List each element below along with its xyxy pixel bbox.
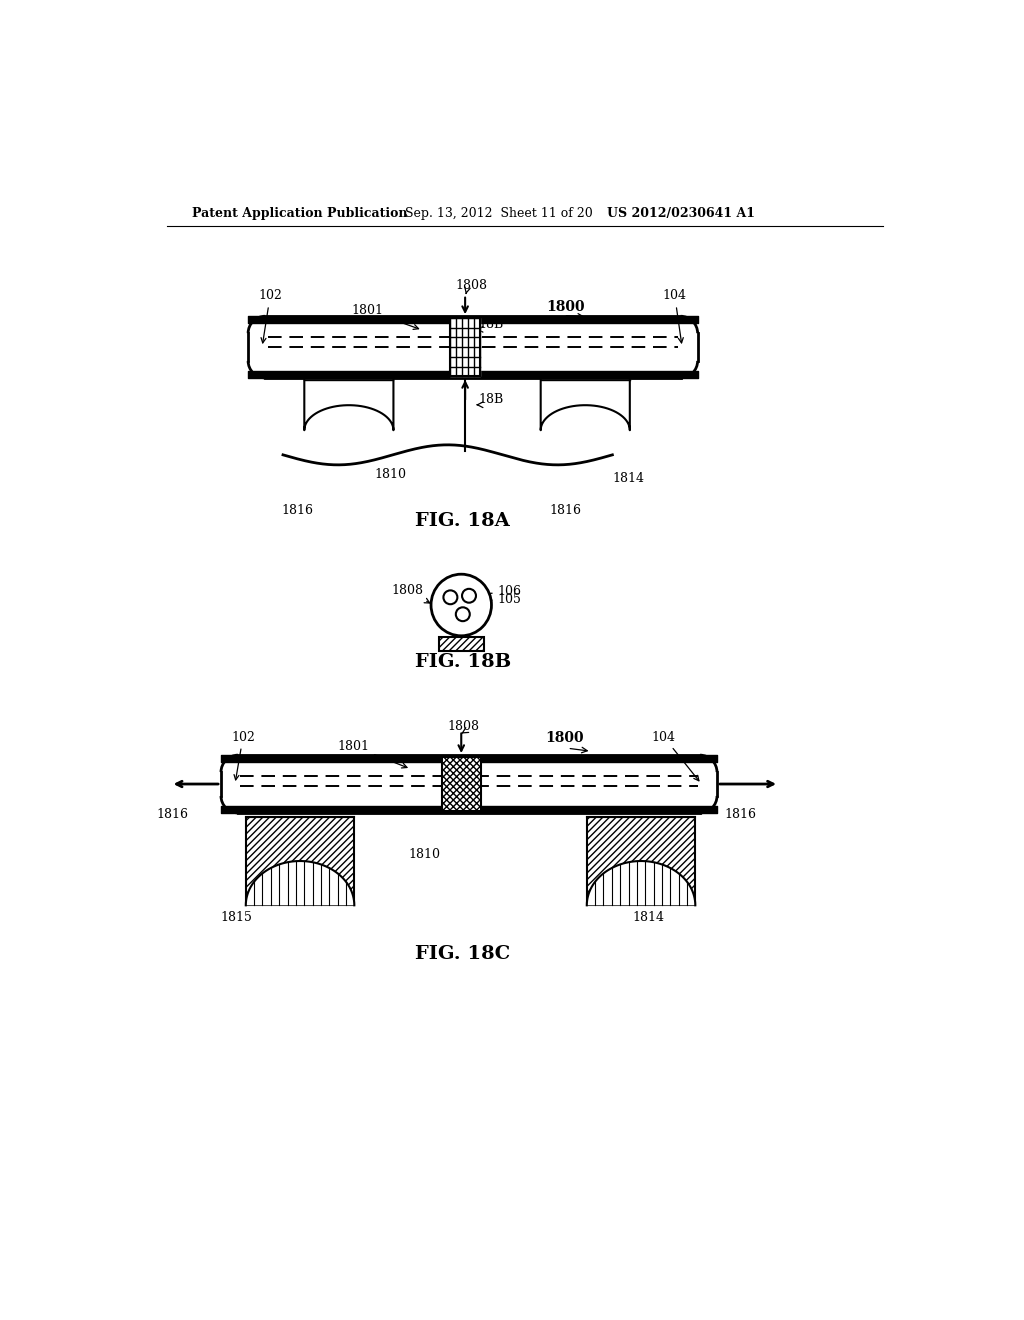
Text: 18B: 18B [478, 393, 504, 407]
Polygon shape [541, 380, 630, 430]
Polygon shape [246, 861, 354, 906]
Text: Sep. 13, 2012  Sheet 11 of 20: Sep. 13, 2012 Sheet 11 of 20 [406, 207, 593, 220]
Polygon shape [221, 755, 717, 813]
Text: 1801: 1801 [351, 304, 419, 330]
Text: 1816: 1816 [550, 504, 582, 517]
Text: 105: 105 [473, 594, 521, 606]
Text: 18B: 18B [478, 318, 504, 331]
Text: 1810: 1810 [409, 847, 440, 861]
Text: 1800: 1800 [547, 300, 585, 314]
Ellipse shape [431, 574, 492, 636]
Bar [246, 817, 354, 906]
Text: 1808: 1808 [455, 280, 487, 292]
Text: Patent Application Publication: Patent Application Publication [191, 207, 408, 220]
Text: 1800: 1800 [545, 731, 584, 744]
Polygon shape [587, 861, 695, 906]
Text: 1801: 1801 [337, 739, 407, 768]
Text: 1816: 1816 [281, 504, 313, 517]
Bar [587, 817, 695, 906]
Text: 1808: 1808 [447, 719, 479, 733]
Text: 104: 104 [663, 289, 687, 343]
Bar [438, 638, 483, 651]
Text: FIG. 18B: FIG. 18B [415, 652, 511, 671]
Text: 104: 104 [652, 730, 699, 780]
Text: FIG. 18A: FIG. 18A [416, 512, 510, 531]
Circle shape [456, 607, 470, 622]
Text: 106: 106 [455, 585, 521, 599]
Text: US 2012/0230641 A1: US 2012/0230641 A1 [607, 207, 755, 220]
Text: 1816: 1816 [725, 808, 757, 821]
Text: 1808: 1808 [391, 585, 430, 603]
Polygon shape [304, 380, 393, 430]
Text: FIG. 18C: FIG. 18C [415, 945, 510, 964]
Bar [442, 756, 480, 812]
Text: 1814: 1814 [612, 471, 644, 484]
Text: 102: 102 [231, 730, 255, 780]
Bar [451, 318, 480, 376]
Circle shape [462, 589, 476, 603]
Text: 102: 102 [258, 289, 282, 343]
Polygon shape [248, 317, 697, 378]
Text: 1816: 1816 [157, 808, 188, 821]
Text: 1814: 1814 [633, 911, 665, 924]
Text: 1815: 1815 [220, 911, 253, 924]
Text: 1810: 1810 [375, 469, 407, 480]
Circle shape [443, 590, 458, 605]
